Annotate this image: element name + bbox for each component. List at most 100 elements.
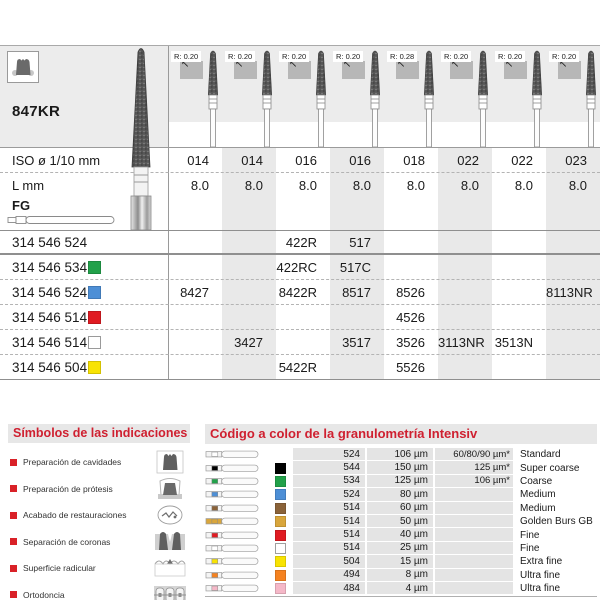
cavity-prep-tooth-icon — [150, 450, 190, 475]
indication-label: Preparación de cavidades — [23, 457, 122, 468]
tip-radius-badge: R: 0.20 ↖ — [441, 51, 477, 81]
grit-color-square — [275, 489, 286, 501]
root-surface-icon — [150, 556, 190, 581]
fg-shank-icon — [7, 216, 115, 224]
bur-column: R: 0.20 ↖ — [546, 46, 600, 148]
granulometry-row: 514 50 µm Golden Burs GB — [205, 514, 597, 529]
article-value: 3113NR — [438, 334, 485, 350]
indication-item: Separación de coronas — [8, 529, 190, 556]
granulometry-row: 524 80 µm Medium — [205, 488, 597, 502]
grit-name: Golden Burs GB — [520, 516, 593, 528]
grit-size: 15 µm — [367, 555, 433, 569]
table-vertical-divider — [168, 46, 169, 380]
bur-grit-icon — [205, 555, 263, 568]
granulometry-row: 514 25 µm Fine — [205, 541, 597, 556]
grit-code: 514 — [293, 501, 365, 515]
bur-column: R: 0.20 ↖ — [438, 46, 492, 148]
crown-separation-icon — [150, 529, 190, 554]
red-bullet-icon — [10, 538, 17, 546]
tip-radius-badge: R: 0.20 ↖ — [333, 51, 369, 81]
grit-name: Fine — [520, 542, 540, 554]
article-value: 4526 — [396, 309, 425, 325]
l-value: 8.0 — [514, 178, 533, 193]
grit-alt-size: 106 µm* — [435, 474, 513, 489]
bur-column: R: 0.20 ↖ — [222, 46, 276, 148]
article-row: 314 546 534 422RC 517C — [0, 255, 600, 280]
grit-name: Extra fine — [520, 556, 563, 568]
article-value: 8427 — [180, 284, 209, 300]
tip-radius-badge: R: 0.28 ↖ — [387, 51, 423, 81]
article-row: 314 546 504 5422R 5526 — [0, 355, 600, 380]
grit-color-square — [88, 261, 101, 274]
article-row: 314 546 524 8427 8422R 8517 8526 8113NR — [0, 280, 600, 305]
bur-column: R: 0.20 ↖ — [330, 46, 384, 148]
article-value: 8526 — [396, 284, 425, 300]
tip-radius-label: R: 0.20 — [333, 51, 364, 62]
granulometry-table: 524 106 µm 60/80/90 µm* Standard 544 150… — [205, 448, 597, 596]
article-number: 314 546 524 — [12, 284, 88, 300]
grit-alt-size — [435, 514, 513, 529]
grit-name: Medium — [520, 489, 556, 501]
bur-grit-icon — [205, 502, 263, 515]
bur-image — [531, 50, 543, 148]
grit-size: 80 µm — [367, 488, 433, 502]
bur-image — [207, 50, 219, 148]
grit-alt-size — [435, 568, 513, 582]
bur-column: R: 0.20 ↖ — [492, 46, 546, 148]
grit-color-square — [88, 286, 101, 299]
indication-item: Preparación de cavidades — [8, 449, 190, 476]
red-bullet-icon — [10, 458, 17, 466]
article-value: 5422R — [278, 359, 317, 375]
shank-type-label: FG — [12, 198, 31, 213]
grit-alt-size — [435, 501, 513, 515]
bur-grit-icon — [205, 488, 263, 501]
shank-row: FG — [0, 198, 168, 230]
prosthesis-crown-icon — [150, 476, 190, 501]
iso-row: ISO ø 1/10 mm 014 014 016 016 018 022 022 023 — [0, 147, 600, 173]
symbols-panel: Símbolos de las indicaciones Preparación… — [8, 424, 190, 600]
granulometry-row: 534 125 µm 106 µm* Coarse — [205, 474, 597, 489]
article-value: 3517 — [342, 334, 371, 350]
article-row: 314 546 514 4526 — [0, 305, 600, 330]
article-value: 3526 — [396, 334, 425, 350]
article-number: 314 546 504 — [12, 359, 88, 375]
indication-label: Acabado de restauraciones — [23, 510, 127, 521]
grit-size: 150 µm — [367, 461, 433, 475]
grit-code: 484 — [293, 581, 365, 596]
grit-color-square — [88, 311, 101, 324]
granulometry-bottom-rule — [205, 596, 597, 598]
radius-arrow-icon: ↖ — [505, 59, 514, 70]
grit-code: 524 — [293, 488, 365, 502]
tooth-indication-box — [7, 51, 39, 83]
bur-grit-icon — [205, 528, 263, 541]
symbols-list: Preparación de cavidades Preparación de … — [8, 449, 190, 600]
grit-name: Ultra fine — [520, 583, 561, 595]
bur-image — [261, 50, 273, 148]
bur-column: R: 0.20 ↖ — [276, 46, 330, 148]
grit-alt-size: 60/80/90 µm* — [435, 448, 513, 462]
article-number-rows: 314 546 524 422R 517 314 546 534 422RC 517… — [0, 230, 600, 380]
grit-size: 60 µm — [367, 501, 433, 515]
granulometry-panel-title: Código a color de la granulometría Inten… — [205, 424, 597, 444]
grit-name: Super coarse — [520, 462, 580, 474]
grit-code: 514 — [293, 528, 365, 542]
top-divider-line — [0, 45, 600, 46]
grit-color-square — [275, 569, 286, 581]
article-value: 5526 — [396, 359, 425, 375]
grit-name: Medium — [520, 502, 556, 514]
length-row: L mm 8.0 8.0 8.0 8.0 8.0 8.0 8.0 8.0 — [0, 173, 600, 198]
tip-radius-badge: R: 0.20 ↖ — [549, 51, 585, 81]
product-model-label: 847KR — [12, 103, 61, 120]
grit-code: 504 — [293, 555, 365, 569]
grit-alt-size: 125 µm* — [435, 461, 513, 475]
red-bullet-icon — [10, 485, 17, 493]
radius-arrow-icon: ↖ — [289, 59, 298, 70]
grit-size: 106 µm — [367, 448, 433, 462]
indication-item: Ortodoncia — [8, 582, 190, 600]
article-row: 314 546 524 422R 517 — [0, 230, 600, 255]
grit-code: 544 — [293, 461, 365, 475]
tip-radius-label: R: 0.20 — [279, 51, 310, 62]
radius-arrow-icon: ↖ — [559, 59, 568, 70]
article-value: 517 — [349, 234, 371, 250]
